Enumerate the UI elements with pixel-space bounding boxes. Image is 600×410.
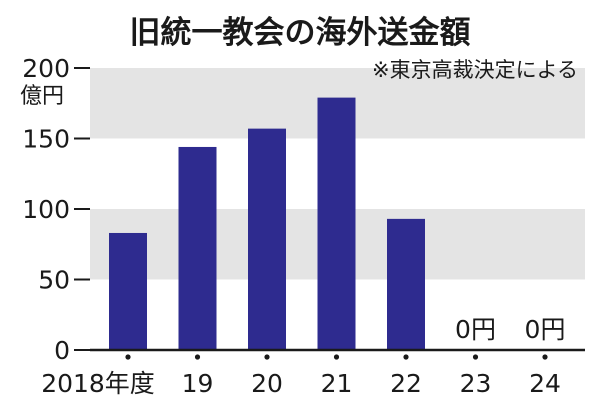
source-note: ※東京高裁決定による	[372, 58, 578, 82]
x-tick-dot	[125, 354, 131, 360]
y-tick-label: 0	[54, 336, 70, 365]
y-axis-unit-label: 億円	[20, 84, 64, 109]
y-tick-label: 150	[22, 125, 70, 154]
data-labels: 0円 0円	[455, 315, 565, 344]
x-tick-label: 22	[390, 369, 422, 398]
bar	[387, 218, 425, 350]
x-tick-label: 2018年度	[41, 369, 155, 398]
data-label: 0円	[455, 315, 496, 344]
bar	[317, 97, 356, 350]
x-tick-label: 24	[529, 369, 561, 398]
x-tick-label: 21	[321, 369, 353, 398]
x-axis-ticks: 2018年度 19 20 21 22 23 24	[41, 354, 561, 398]
bars	[109, 97, 425, 350]
x-tick-dot	[194, 354, 201, 360]
y-tick-label: 100	[22, 195, 70, 224]
y-axis-ticks: 0 50 100 150 200	[22, 54, 90, 365]
bar	[109, 232, 147, 350]
chart-title: 旧統一教会の海外送金額	[130, 15, 471, 51]
bar	[178, 146, 217, 350]
x-tick-label: 23	[460, 369, 492, 398]
y-tick-label: 50	[38, 266, 70, 295]
x-tick-dot	[472, 354, 479, 360]
x-tick-dot	[403, 354, 409, 360]
bar	[248, 128, 286, 350]
x-tick-dot	[333, 354, 340, 360]
x-tick-label: 19	[182, 369, 214, 398]
y-tick-label: 200	[22, 54, 70, 83]
x-tick-dot	[264, 354, 270, 360]
data-label: 0円	[525, 315, 566, 344]
x-tick-dot	[542, 354, 548, 360]
x-tick-label: 20	[251, 369, 283, 398]
